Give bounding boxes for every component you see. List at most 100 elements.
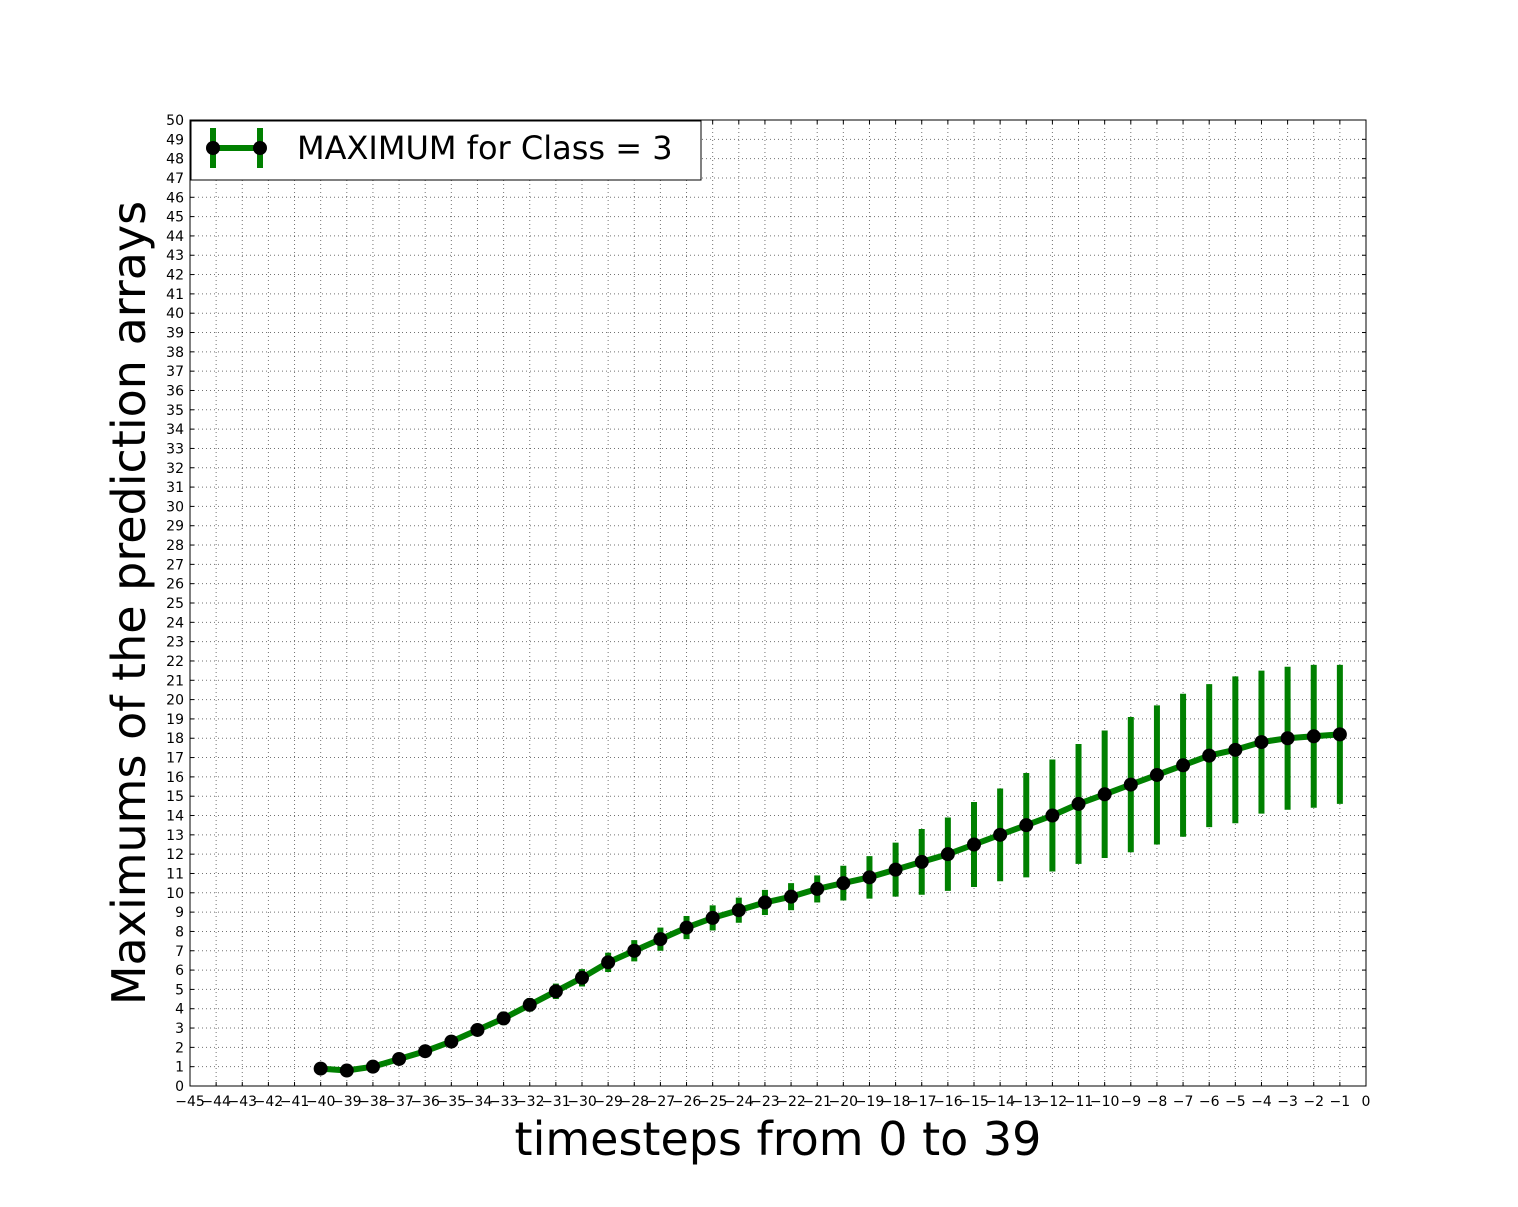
data-point bbox=[914, 854, 929, 869]
data-point bbox=[1123, 777, 1138, 792]
y-axis-ticks: 0123456789101112131415161718192021222324… bbox=[166, 113, 1366, 1095]
data-point bbox=[940, 847, 955, 862]
x-tick-label: −4 bbox=[1251, 1094, 1272, 1110]
y-tick-label: 4 bbox=[175, 1002, 184, 1018]
data-point bbox=[888, 862, 903, 877]
data-point bbox=[757, 895, 772, 910]
data-point bbox=[1097, 787, 1112, 802]
y-tick-label: 8 bbox=[175, 924, 184, 940]
y-tick-label: 50 bbox=[166, 113, 184, 129]
x-tick-label: −24 bbox=[724, 1094, 754, 1110]
data-point bbox=[601, 955, 616, 970]
x-axis-label: timesteps from 0 to 39 bbox=[515, 1112, 1042, 1166]
x-tick-label: −31 bbox=[541, 1094, 571, 1110]
y-tick-label: 35 bbox=[166, 403, 184, 419]
y-tick-label: 24 bbox=[166, 615, 184, 631]
legend-label: MAXIMUM for Class = 3 bbox=[297, 129, 673, 167]
x-tick-label: −35 bbox=[437, 1094, 467, 1110]
x-tick-label: −18 bbox=[881, 1094, 911, 1110]
y-tick-label: 11 bbox=[166, 866, 184, 882]
y-tick-label: 22 bbox=[166, 654, 184, 670]
y-tick-label: 7 bbox=[175, 944, 184, 960]
x-tick-label: −14 bbox=[985, 1094, 1015, 1110]
x-tick-label: −38 bbox=[358, 1094, 388, 1110]
data-point bbox=[1202, 748, 1217, 763]
data-point bbox=[496, 1011, 511, 1026]
y-tick-label: 33 bbox=[166, 441, 184, 457]
x-tick-label: −30 bbox=[567, 1094, 597, 1110]
y-tick-label: 44 bbox=[166, 229, 184, 245]
data-point bbox=[993, 827, 1008, 842]
y-tick-label: 0 bbox=[175, 1079, 184, 1095]
y-tick-label: 48 bbox=[166, 152, 184, 168]
y-tick-label: 3 bbox=[175, 1021, 184, 1037]
y-tick-label: 47 bbox=[166, 171, 184, 187]
data-point bbox=[1045, 808, 1060, 823]
y-tick-label: 31 bbox=[166, 480, 184, 496]
x-tick-label: −45 bbox=[175, 1094, 205, 1110]
y-tick-label: 36 bbox=[166, 383, 184, 399]
legend-marker-swatch-right bbox=[253, 141, 267, 155]
x-tick-label: −2 bbox=[1303, 1094, 1324, 1110]
data-point bbox=[1019, 818, 1034, 833]
y-tick-label: 1 bbox=[175, 1060, 184, 1076]
y-tick-label: 43 bbox=[166, 248, 184, 264]
x-tick-label: −10 bbox=[1090, 1094, 1120, 1110]
y-tick-label: 34 bbox=[166, 422, 184, 438]
y-tick-label: 6 bbox=[175, 963, 184, 979]
data-point bbox=[470, 1022, 485, 1037]
x-tick-label: −3 bbox=[1277, 1094, 1298, 1110]
y-tick-label: 20 bbox=[166, 693, 184, 709]
x-tick-label: −5 bbox=[1225, 1094, 1246, 1110]
y-tick-label: 29 bbox=[166, 519, 184, 535]
x-tick-label: −28 bbox=[619, 1094, 649, 1110]
x-tick-label: −34 bbox=[463, 1094, 493, 1110]
x-tick-label: −19 bbox=[855, 1094, 885, 1110]
x-tick-label: −12 bbox=[1038, 1094, 1068, 1110]
y-tick-label: 38 bbox=[166, 345, 184, 361]
y-tick-label: 12 bbox=[166, 847, 184, 863]
y-tick-label: 17 bbox=[166, 751, 184, 767]
x-tick-label: −9 bbox=[1120, 1094, 1141, 1110]
y-tick-label: 18 bbox=[166, 731, 184, 747]
x-tick-label: −42 bbox=[254, 1094, 284, 1110]
data-point bbox=[522, 997, 537, 1012]
y-tick-label: 27 bbox=[166, 557, 184, 573]
data-point bbox=[810, 881, 825, 896]
x-tick-label: −22 bbox=[776, 1094, 806, 1110]
x-tick-label: −39 bbox=[332, 1094, 362, 1110]
data-point bbox=[365, 1059, 380, 1074]
y-tick-label: 49 bbox=[166, 132, 184, 148]
data-point bbox=[784, 889, 799, 904]
x-tick-label: −33 bbox=[489, 1094, 519, 1110]
data-point bbox=[653, 932, 668, 947]
x-tick-label: −40 bbox=[306, 1094, 336, 1110]
y-tick-label: 32 bbox=[166, 461, 184, 477]
data-point bbox=[339, 1063, 354, 1078]
y-tick-label: 15 bbox=[166, 789, 184, 805]
data-point bbox=[967, 837, 981, 852]
data-point bbox=[1332, 727, 1347, 742]
data-point bbox=[1306, 729, 1321, 744]
x-tick-label: 0 bbox=[1362, 1094, 1371, 1110]
data-point bbox=[1071, 796, 1086, 811]
y-tick-label: 41 bbox=[166, 287, 184, 303]
series-line bbox=[320, 731, 1341, 1074]
y-tick-label: 5 bbox=[175, 982, 184, 998]
x-axis-ticks: −45−44−43−42−41−40−39−38−37−36−35−34−33−… bbox=[175, 120, 1370, 1110]
markers bbox=[313, 727, 1347, 1078]
y-tick-label: 13 bbox=[166, 828, 184, 844]
x-tick-label: −36 bbox=[410, 1094, 440, 1110]
y-tick-label: 23 bbox=[166, 635, 184, 651]
y-tick-label: 14 bbox=[166, 809, 184, 825]
x-tick-label: −29 bbox=[593, 1094, 623, 1110]
data-point bbox=[444, 1034, 459, 1049]
data-point bbox=[836, 876, 851, 891]
y-tick-label: 21 bbox=[166, 673, 184, 689]
y-tick-label: 25 bbox=[166, 596, 184, 612]
x-tick-label: −44 bbox=[201, 1094, 231, 1110]
x-tick-label: −25 bbox=[698, 1094, 728, 1110]
data-point bbox=[1176, 758, 1191, 773]
data-point bbox=[1280, 731, 1295, 746]
